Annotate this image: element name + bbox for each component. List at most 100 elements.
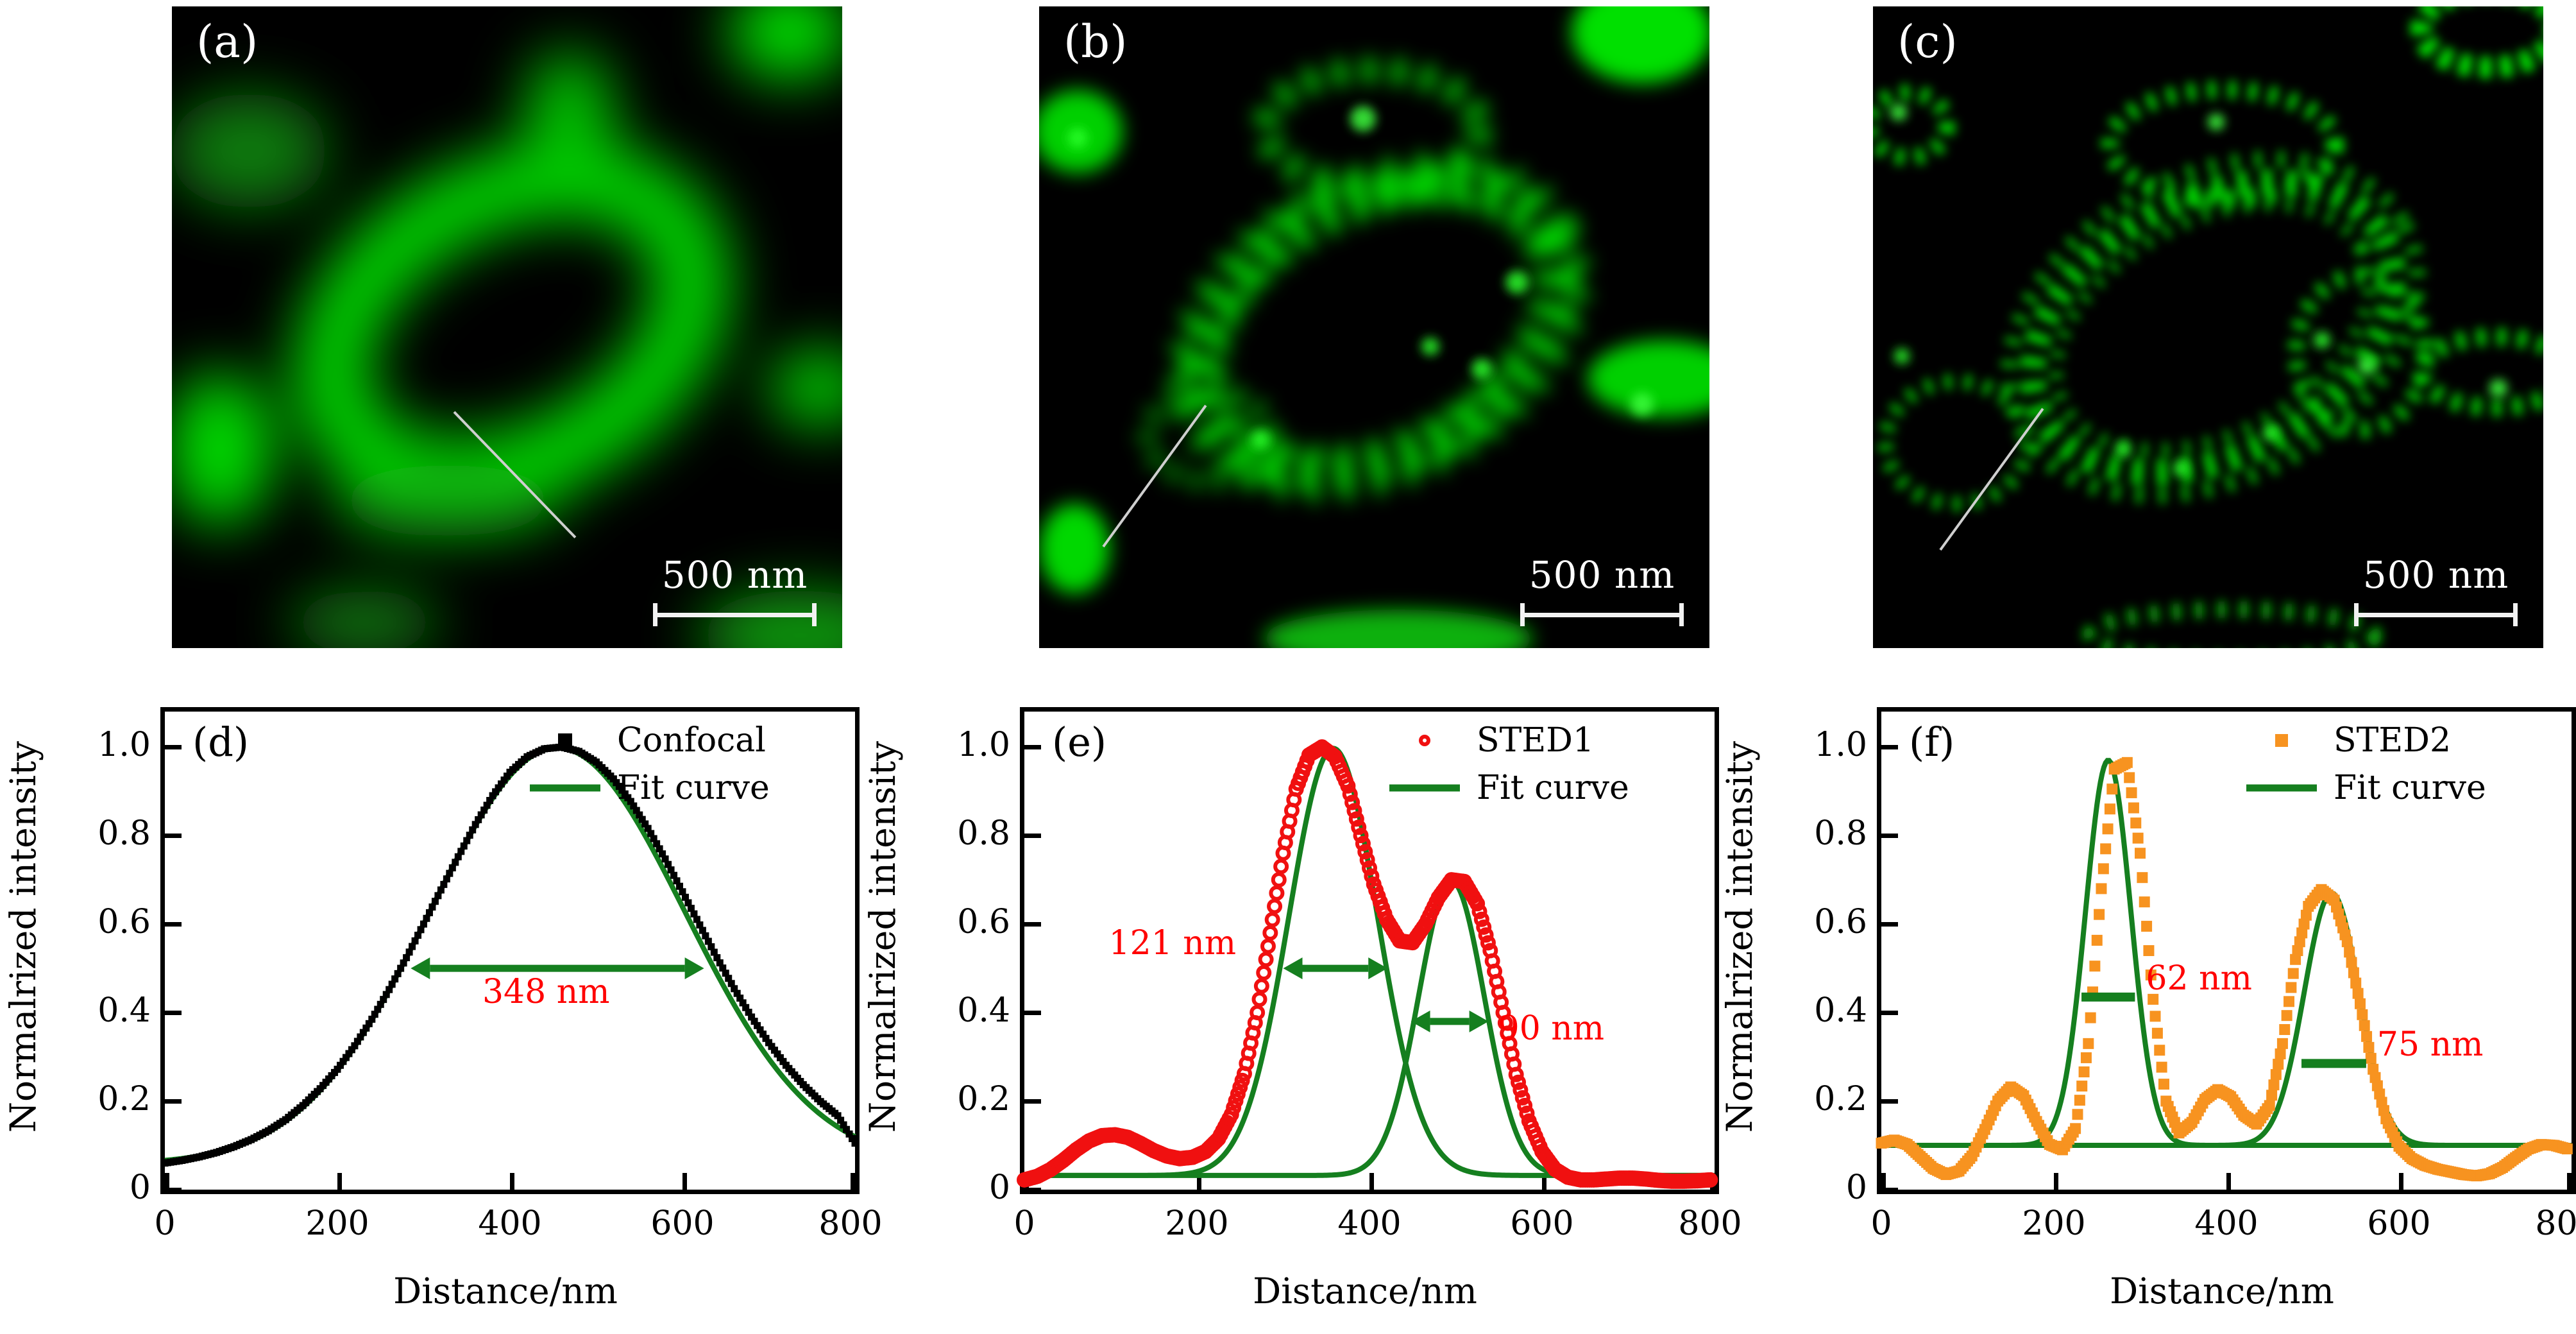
axes-d [160, 707, 860, 1194]
legend-marker-circle-open [1389, 726, 1460, 755]
x-tick-label: 800 [818, 1204, 883, 1243]
x-tick [510, 1173, 514, 1190]
legend-entry: Fit curve [2246, 769, 2486, 807]
legend-marker-line [2246, 774, 2317, 802]
panel-label-d: (d) [192, 719, 250, 765]
measurement-annotation: 348 nm [482, 973, 610, 1012]
scalebar-graphic-b [1520, 603, 1684, 626]
y-tick [1881, 922, 1898, 927]
y-tick-label: 0.6 [97, 903, 151, 942]
y-axis-label-e: Normalrized intensity [862, 740, 903, 1133]
y-tick [1881, 1011, 1898, 1016]
y-tick [165, 1188, 182, 1192]
legend-label: Fit curve [2334, 769, 2486, 807]
axes-e [1017, 707, 1719, 1194]
scalebar-graphic-a [653, 603, 817, 626]
scalebar-label-b: 500 nm [1529, 553, 1675, 597]
y-tick-label: 0.8 [97, 814, 151, 853]
scalebar-label-a: 500 nm [661, 553, 808, 597]
y-tick-label: 0 [988, 1168, 1010, 1207]
annotation-arrows [1283, 957, 1489, 1032]
x-tick-label: 0 [1013, 1204, 1035, 1243]
x-axis-label-e: Distance/nm [1253, 1270, 1477, 1312]
legend-label: Fit curve [617, 769, 770, 807]
fit-curve [164, 745, 856, 1163]
y-tick [1024, 1188, 1041, 1192]
x-tick [165, 1173, 169, 1190]
legend-d: Confocal Fit curve [530, 721, 770, 807]
legend-entry: STED1 [1389, 721, 1629, 760]
y-tick [1881, 1188, 1898, 1192]
y-tick-label: 0.8 [957, 814, 1010, 853]
y-tick-label: 0.2 [957, 1080, 1010, 1119]
data-layer [1017, 739, 1718, 1189]
x-tick-label: 200 [1165, 1204, 1229, 1243]
y-tick-label: 0.4 [97, 991, 151, 1030]
y-tick [1024, 745, 1041, 750]
legend-entry: Fit curve [1389, 769, 1629, 807]
sted2-image-canvas [1873, 6, 2543, 648]
fit-curve-component-2 [1881, 890, 2572, 1149]
x-tick-label: 800 [1678, 1204, 1742, 1243]
x-tick-label: 600 [2367, 1204, 2431, 1243]
y-tick-label: 0 [129, 1168, 151, 1207]
x-tick [1369, 1173, 1374, 1190]
y-tick [1881, 834, 1898, 839]
sted1-image-canvas [1039, 6, 1709, 648]
microscopy-image-a: (a) 500 nm [172, 6, 842, 648]
x-tick [337, 1173, 342, 1190]
panel-label-b: (b) [1063, 15, 1128, 68]
legend-e: STED1 Fit curve [1389, 721, 1629, 807]
x-tick-label: 600 [1510, 1204, 1574, 1243]
x-tick-label: 0 [154, 1204, 176, 1243]
x-tick [2226, 1173, 2231, 1190]
scalebar-label-c: 500 nm [2362, 553, 2509, 597]
measurement-annotation: 121 nm [1108, 924, 1237, 963]
legend-label: STED1 [1477, 721, 1595, 760]
annotation-arrows [411, 957, 704, 980]
y-tick [165, 1099, 182, 1104]
scalebar-graphic-c [2354, 603, 2518, 626]
x-tick [1881, 1173, 1886, 1190]
measurement-annotation: 62 nm [2146, 959, 2252, 998]
y-axis-label-d: Normalrized intensity [3, 740, 44, 1133]
legend-entry: Fit curve [530, 769, 770, 807]
microscopy-image-c: (c) 500 nm [1873, 6, 2543, 648]
x-tick-label: 800 [2535, 1204, 2576, 1243]
legend-marker-line [1389, 774, 1460, 802]
legend-marker-square [2246, 726, 2317, 755]
x-tick [2054, 1173, 2058, 1190]
legend-f: STED2 Fit curve [2246, 721, 2486, 807]
y-tick-label: 0.6 [1814, 903, 1867, 942]
x-tick-label: 400 [2194, 1204, 2258, 1243]
y-tick [1024, 922, 1041, 927]
y-tick-label: 1.0 [1814, 726, 1867, 765]
y-tick [165, 922, 182, 927]
y-tick-label: 0.6 [957, 903, 1010, 942]
data-layer [1876, 757, 2573, 1182]
annotation-arrows [2081, 992, 2366, 1068]
legend-label: STED2 [2334, 721, 2452, 760]
x-tick [1542, 1173, 1546, 1190]
y-tick-label: 0.8 [1814, 814, 1867, 853]
panel-label-f: (f) [1909, 719, 1955, 765]
y-tick [1024, 1011, 1041, 1016]
scalebar-c: 500 nm [2354, 553, 2518, 626]
y-tick-label: 0.2 [97, 1080, 151, 1119]
x-tick [1197, 1173, 1201, 1190]
data-markers-STED2 [1876, 757, 2573, 1182]
data-markers-STED1 [1017, 739, 1718, 1189]
y-tick-label: 0.4 [1814, 991, 1867, 1030]
x-axis-label-f: Distance/nm [2110, 1270, 2334, 1312]
y-tick-label: 1.0 [957, 726, 1010, 765]
x-axis-label-d: Distance/nm [393, 1270, 618, 1312]
panel-label-c: (c) [1897, 15, 1958, 68]
x-tick-label: 400 [1337, 1204, 1402, 1243]
legend-label: Confocal [617, 721, 766, 760]
measurement-annotation: 75 nm [2377, 1025, 2484, 1065]
x-tick [851, 1173, 855, 1190]
